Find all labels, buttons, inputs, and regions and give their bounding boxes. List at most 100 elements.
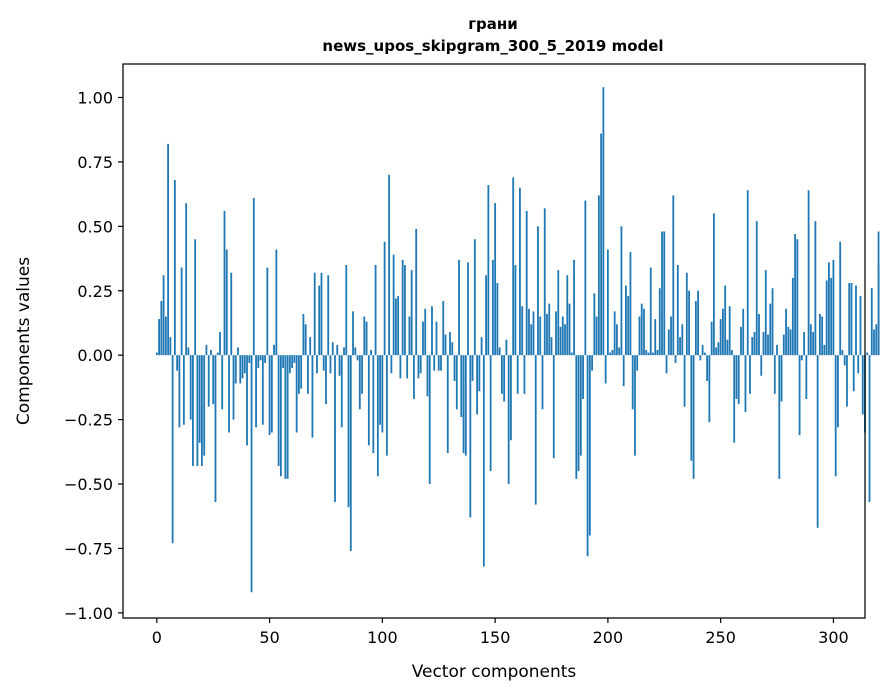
bar bbox=[257, 355, 260, 369]
bar bbox=[210, 350, 212, 356]
bar-series bbox=[155, 87, 880, 593]
bar bbox=[322, 355, 325, 371]
bar bbox=[385, 355, 388, 456]
bar bbox=[309, 337, 312, 356]
bar bbox=[561, 316, 564, 356]
bar bbox=[726, 339, 729, 356]
bar bbox=[316, 355, 318, 374]
y-tick-label: −0.75 bbox=[64, 539, 113, 558]
bar bbox=[473, 239, 476, 356]
bar bbox=[692, 355, 695, 479]
bar bbox=[325, 355, 327, 405]
bar bbox=[649, 267, 652, 356]
bar bbox=[196, 355, 199, 466]
bar bbox=[426, 355, 429, 397]
bar bbox=[313, 272, 316, 356]
bar bbox=[573, 259, 575, 356]
bar bbox=[237, 347, 239, 356]
bar bbox=[505, 339, 508, 356]
bar bbox=[519, 187, 521, 356]
bar bbox=[616, 324, 618, 356]
bar bbox=[532, 311, 535, 356]
bar bbox=[453, 355, 456, 381]
x-tick-label: 150 bbox=[480, 628, 511, 647]
bar bbox=[837, 355, 839, 428]
bar bbox=[266, 267, 269, 356]
bar bbox=[550, 337, 553, 356]
bar bbox=[694, 301, 697, 356]
bar bbox=[476, 355, 478, 415]
bar bbox=[803, 331, 805, 356]
bar bbox=[850, 283, 853, 356]
bar bbox=[789, 329, 792, 356]
bar bbox=[318, 285, 321, 356]
bar bbox=[771, 288, 774, 356]
bar bbox=[293, 355, 296, 363]
bar bbox=[347, 355, 350, 508]
bar bbox=[706, 355, 709, 381]
bar bbox=[223, 210, 226, 356]
bar bbox=[415, 228, 418, 356]
bar bbox=[464, 355, 467, 456]
bar bbox=[821, 316, 824, 356]
bar bbox=[435, 321, 438, 356]
bar bbox=[645, 350, 648, 356]
bar bbox=[374, 264, 377, 356]
bar bbox=[397, 295, 400, 356]
bar bbox=[270, 355, 273, 433]
bar bbox=[764, 270, 767, 356]
bar bbox=[791, 277, 794, 356]
bar bbox=[661, 231, 663, 356]
bar bbox=[818, 313, 821, 356]
bar bbox=[521, 306, 524, 356]
x-tick-label: 0 bbox=[152, 628, 162, 647]
bar bbox=[735, 355, 738, 399]
bar bbox=[758, 313, 760, 356]
bar bbox=[216, 352, 219, 356]
bar bbox=[566, 275, 569, 356]
bar bbox=[334, 355, 336, 503]
bar bbox=[171, 355, 174, 544]
bar bbox=[255, 355, 257, 428]
y-tick-label: 0.50 bbox=[77, 217, 113, 236]
bar bbox=[742, 308, 745, 356]
plot-frame bbox=[122, 63, 866, 619]
bar bbox=[390, 355, 393, 374]
bar bbox=[173, 179, 176, 356]
bar bbox=[284, 355, 287, 479]
bar bbox=[336, 344, 339, 356]
bar bbox=[358, 355, 361, 410]
bar bbox=[514, 264, 517, 356]
bar bbox=[719, 319, 722, 356]
bar bbox=[512, 177, 515, 356]
bar bbox=[654, 319, 657, 356]
bar bbox=[203, 355, 206, 456]
bar bbox=[291, 355, 294, 369]
bar bbox=[877, 231, 880, 356]
bar bbox=[311, 355, 314, 438]
bar bbox=[785, 308, 787, 356]
bar bbox=[376, 355, 379, 477]
y-tick-label: 0.75 bbox=[77, 153, 113, 172]
bar bbox=[487, 185, 490, 356]
bar bbox=[685, 272, 688, 356]
bar bbox=[523, 355, 526, 394]
y-axis-label: Components values bbox=[14, 257, 34, 425]
bar bbox=[525, 210, 528, 356]
bar bbox=[773, 355, 776, 394]
bar bbox=[828, 262, 830, 356]
chart-title-line2: news_upos_skipgram_300_5_2019 model bbox=[322, 37, 663, 55]
x-tick-label: 200 bbox=[593, 628, 624, 647]
bar bbox=[343, 347, 345, 356]
bar bbox=[433, 355, 436, 371]
bar bbox=[699, 355, 702, 361]
bar bbox=[207, 355, 210, 407]
bar bbox=[543, 208, 546, 356]
bar bbox=[834, 355, 837, 477]
bar bbox=[710, 321, 713, 356]
bar bbox=[570, 352, 573, 356]
bar bbox=[591, 355, 593, 371]
bar bbox=[194, 239, 197, 356]
bar bbox=[582, 355, 584, 399]
